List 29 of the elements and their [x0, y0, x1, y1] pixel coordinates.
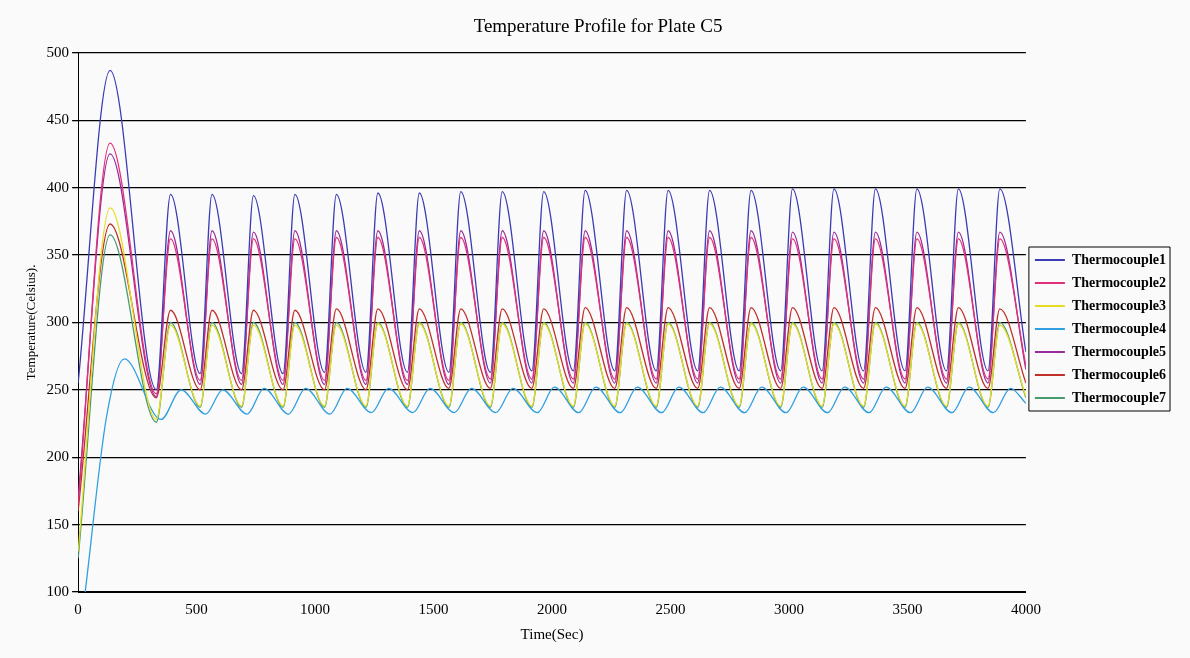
y-axis-title: Temperature(Celsius).	[23, 264, 39, 381]
legend-label: Thermocouple3	[1071, 297, 1167, 313]
y-tick-label: 450	[46, 111, 70, 128]
y-tick-label: 100	[46, 582, 70, 599]
x-tick-label: 3000	[773, 600, 804, 617]
y-tick-label: 500	[46, 43, 70, 60]
x-tick-label: 4000	[1010, 600, 1041, 617]
y-tick-label: 350	[46, 245, 70, 262]
x-tick-label: 500	[185, 600, 208, 617]
y-tick-label: 200	[46, 448, 70, 465]
legend-label: Thermocouple7	[1071, 389, 1167, 405]
x-tick-label: 0	[74, 600, 82, 617]
chart-title: Temperature Profile for Plate C5	[473, 15, 723, 37]
legend-label: Thermocouple1	[1071, 251, 1167, 267]
legend-label: Thermocouple6	[1071, 366, 1167, 382]
x-tick-label: 2500	[655, 600, 686, 617]
y-tick-label: 250	[46, 380, 70, 397]
y-tick-label: 150	[46, 515, 70, 532]
x-tick-label: 1000	[300, 600, 331, 617]
legend-label: Thermocouple5	[1071, 343, 1167, 359]
legend-label: Thermocouple2	[1071, 274, 1167, 290]
x-axis-title: Time(Sec)	[520, 625, 584, 643]
legend-label: Thermocouple4	[1071, 320, 1167, 336]
x-tick-label: 2000	[537, 600, 567, 617]
line-series	[84, 358, 1026, 592]
y-tick-label: 400	[46, 178, 70, 195]
y-tick-label: 300	[46, 313, 70, 330]
x-tick-label: 1500	[418, 600, 449, 617]
x-tick-label: 3500	[892, 600, 923, 617]
